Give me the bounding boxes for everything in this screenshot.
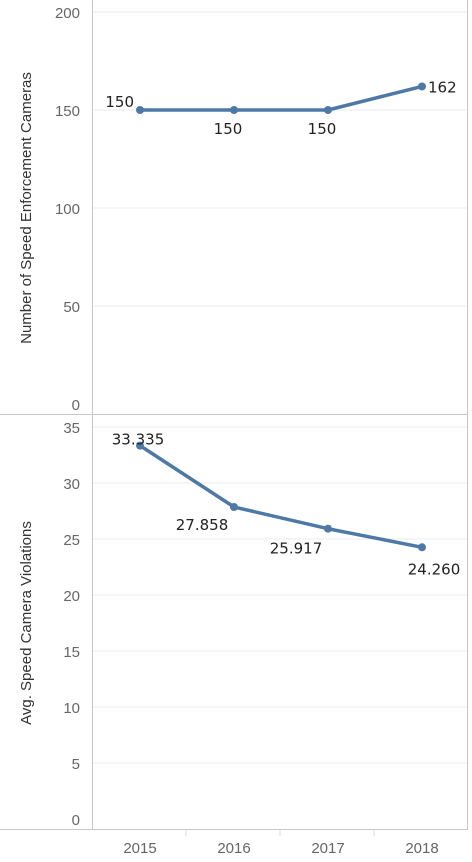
violations-data-label-2017: 25.917 xyxy=(270,540,323,558)
x-tick-label-2017: 2017 xyxy=(311,840,344,857)
violations-panel: 0 5 10 15 20 25 30 35 Avg. Speed Camera Violati… xyxy=(18,420,468,829)
violations-y-tick-label: 30 xyxy=(63,476,80,493)
violations-data-label-2016: 27.858 xyxy=(176,516,229,534)
cameras-y-tick-label: 0 xyxy=(72,397,80,414)
violations-y-tick-label: 25 xyxy=(63,532,80,549)
violations-data-label-2015: 33.335 xyxy=(112,431,165,449)
axes-frame xyxy=(0,0,468,830)
cameras-y-tick-label: 100 xyxy=(55,201,80,218)
cameras-y-tick-label: 200 xyxy=(55,5,80,22)
cameras-series-line xyxy=(138,84,424,112)
cameras-point-2015 xyxy=(136,106,144,114)
violations-y-tick-label: 5 xyxy=(72,756,80,773)
violations-y-axis-label: Avg. Speed Camera Violations xyxy=(18,521,35,725)
x-axis: 2015 2016 2017 2018 xyxy=(123,830,439,857)
violations-data-label-2018: 24.260 xyxy=(408,560,461,578)
cameras-data-label-2015: 150 xyxy=(105,93,134,111)
violations-y-tick-label: 10 xyxy=(63,700,80,717)
violations-series-line xyxy=(138,443,424,550)
cameras-data-label-2018: 162 xyxy=(428,78,457,96)
cameras-point-2018 xyxy=(418,82,426,91)
cameras-y-tick-label: 150 xyxy=(55,103,80,120)
x-tick-label-2015: 2015 xyxy=(123,840,156,857)
violations-y-tick-label: 20 xyxy=(63,588,80,605)
violations-y-tick-label: 35 xyxy=(63,420,80,437)
cameras-y-tick-label: 50 xyxy=(63,299,80,316)
violations-y-tick-label: 15 xyxy=(63,644,80,661)
violations-point-2018 xyxy=(418,543,426,552)
cameras-y-axis-label: Number of Speed Enforcement Cameras xyxy=(18,72,35,344)
cameras-point-2017 xyxy=(324,106,332,114)
x-tick-label-2016: 2016 xyxy=(217,840,250,857)
violations-point-2015 xyxy=(136,441,144,450)
cameras-panel: 0 50 100 150 200 Number of Speed Enforcement… xyxy=(18,5,468,414)
cameras-point-2016 xyxy=(230,106,238,114)
x-tick-label-2018: 2018 xyxy=(405,840,438,857)
cameras-data-label-2017: 150 xyxy=(308,120,337,138)
violations-point-2016 xyxy=(230,502,238,511)
cameras-data-label-2016: 150 xyxy=(214,120,243,138)
violations-point-2017 xyxy=(324,524,332,533)
violations-y-tick-label: 0 xyxy=(72,812,80,829)
